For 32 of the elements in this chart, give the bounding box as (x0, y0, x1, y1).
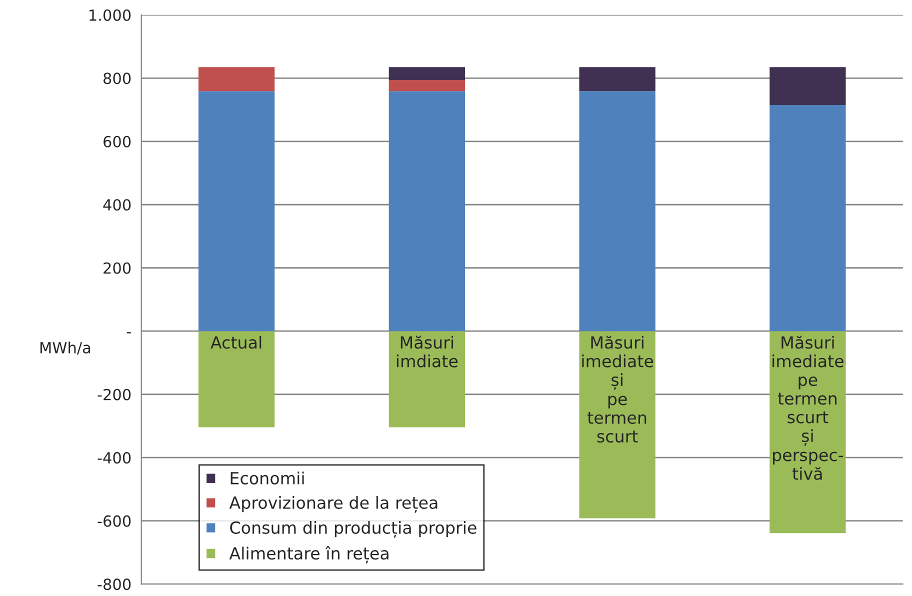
bar (388, 80, 466, 92)
bar (579, 67, 656, 92)
legend-label: Alimentare în rețea (229, 546, 388, 564)
y-axis-title: MWh/a (40, 342, 90, 355)
x-tick-label: Măsuri imediate și pe termen scurt (582, 336, 654, 443)
bar (388, 91, 466, 332)
y-tick-label: 600 (104, 136, 131, 148)
bar (579, 91, 656, 332)
bar (770, 105, 846, 332)
bar (770, 67, 846, 106)
bar (388, 67, 466, 80)
bar (770, 331, 846, 534)
y-tick-label: - (126, 332, 131, 334)
x-tick-label: Actual (210, 336, 262, 349)
legend-label: Aprovizionare de la rețea (229, 496, 438, 513)
y-tick-label: -200 (98, 388, 131, 400)
legend-label: Consum din producția proprie (230, 521, 476, 538)
x-tick-label: Măsuri imediate pe termen scurt și perspec-tivă (772, 336, 844, 480)
bar (579, 331, 656, 518)
y-tick-label: 800 (104, 72, 131, 84)
y-tick-label: 400 (103, 199, 131, 211)
y-tick-label: -800 (98, 578, 131, 590)
bar (198, 91, 275, 332)
y-tick-label: 200 (104, 262, 131, 274)
y-tick-label: 1.000 (90, 9, 131, 21)
legend-label: Economii (230, 472, 304, 484)
bar (198, 67, 275, 92)
y-tick-label: -600 (98, 515, 131, 527)
x-tick-label: Măsuri imdiate (396, 336, 458, 368)
y-tick-label: -400 (98, 452, 131, 464)
bar (388, 331, 466, 428)
bar (198, 331, 275, 428)
